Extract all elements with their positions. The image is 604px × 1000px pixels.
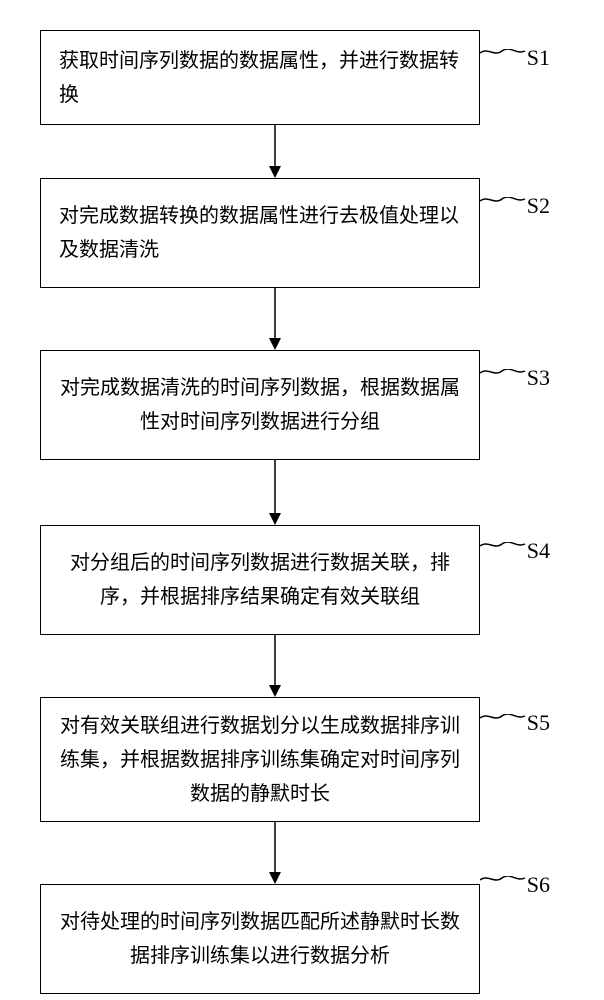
arrow-connector-2: [265, 288, 285, 350]
squiggle-icon: [480, 542, 528, 560]
step-box-5: 对有效关联组进行数据划分以生成数据排序训练集，并根据数据排序训练集确定对时间序列…: [40, 697, 480, 822]
squiggle-icon: [480, 49, 528, 67]
step-label-2: S2: [527, 193, 550, 219]
arrow-connector-1: [265, 125, 285, 178]
arrow-connector-3: [265, 460, 285, 525]
step-box-1: 获取时间序列数据的数据属性，并进行数据转换: [40, 30, 480, 125]
step-label-6: S6: [527, 872, 550, 898]
step-wrapper-3: 对完成数据清洗的时间序列数据，根据数据属性对时间序列数据进行分组S3: [40, 350, 480, 460]
step-wrapper-1: 获取时间序列数据的数据属性，并进行数据转换S1: [40, 30, 480, 125]
step-wrapper-2: 对完成数据转换的数据属性进行去极值处理以及数据清洗S2: [40, 178, 480, 288]
arrow-connector-4: [265, 635, 285, 697]
step-label-3: S3: [527, 365, 550, 391]
step-label-4: S4: [527, 538, 550, 564]
step-wrapper-6: 对待处理的时间序列数据匹配所述静默时长数据排序训练集以进行数据分析S6: [40, 884, 480, 994]
squiggle-icon: [480, 876, 528, 894]
step-box-4: 对分组后的时间序列数据进行数据关联，排序，并根据排序结果确定有效关联组: [40, 525, 480, 635]
squiggle-icon: [480, 369, 528, 387]
step-wrapper-5: 对有效关联组进行数据划分以生成数据排序训练集，并根据数据排序训练集确定对时间序列…: [40, 697, 480, 822]
arrow-connector-5: [265, 822, 285, 884]
step-label-1: S1: [527, 45, 550, 71]
step-box-6: 对待处理的时间序列数据匹配所述静默时长数据排序训练集以进行数据分析: [40, 884, 480, 994]
step-label-5: S5: [527, 710, 550, 736]
squiggle-icon: [480, 197, 528, 215]
step-box-2: 对完成数据转换的数据属性进行去极值处理以及数据清洗: [40, 178, 480, 288]
step-wrapper-4: 对分组后的时间序列数据进行数据关联，排序，并根据排序结果确定有效关联组S4: [40, 525, 480, 635]
step-box-3: 对完成数据清洗的时间序列数据，根据数据属性对时间序列数据进行分组: [40, 350, 480, 460]
squiggle-icon: [480, 714, 528, 732]
